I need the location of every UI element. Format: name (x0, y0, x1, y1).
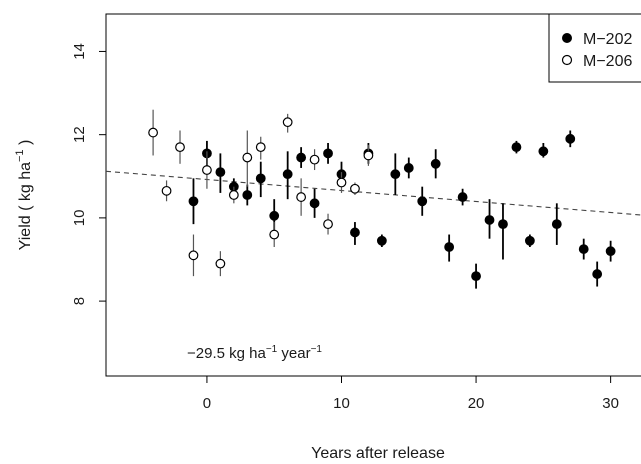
m202-point (605, 246, 616, 257)
slope-annotation-mid: year (277, 345, 310, 362)
m206-point (363, 150, 374, 161)
y-tick-label: 12 (71, 126, 88, 143)
m206-point (161, 185, 172, 196)
m206-point (323, 219, 333, 230)
y-tick-label: 14 (71, 43, 88, 60)
x-tick-label: 10 (333, 395, 350, 412)
legend: M−202 M−206 (548, 13, 641, 83)
m202-point (282, 169, 293, 180)
m202-point (592, 269, 603, 279)
m206-point (175, 142, 185, 153)
x-tick-label: 0 (203, 395, 211, 412)
x-axis-title: Years after release (311, 445, 445, 462)
x-tick-label: 30 (602, 395, 619, 412)
m202-point (296, 152, 307, 163)
m202-point (471, 271, 481, 282)
trend-line (105, 170, 641, 216)
x-tick-label: 20 (468, 395, 485, 412)
slope-annotation-main: −29.5 kg ha (187, 345, 266, 362)
m202-point (323, 148, 333, 159)
slope-annotation-sup2: −1 (311, 344, 323, 355)
y-tick-label: 10 (71, 210, 88, 227)
m206-point (228, 190, 239, 200)
m202-point (403, 163, 414, 173)
legend-marker-m206 (561, 54, 573, 66)
legend-label-m206: M−206 (583, 53, 632, 70)
m202-point (457, 192, 468, 202)
m202-point (255, 173, 266, 184)
m202-point (269, 210, 280, 221)
y-axis: 8 10 12 14 (71, 43, 106, 305)
slope-annotation-sup1: −1 (266, 344, 278, 355)
x-axis: 0 10 20 30 (203, 376, 619, 412)
y-axis-title-end: ) (17, 140, 34, 150)
m202-point (511, 142, 522, 153)
m206-point (148, 127, 158, 138)
m202-point (498, 219, 508, 230)
m206-point (336, 177, 347, 188)
m206-point (202, 165, 212, 175)
m206-point (296, 192, 307, 202)
m202-point (215, 167, 226, 178)
m206-point (282, 117, 293, 128)
m206-point (242, 152, 253, 163)
data-points (148, 109, 616, 289)
m202-point (444, 242, 455, 252)
m202-point (376, 235, 387, 246)
y-axis-title-sup: −1 (14, 149, 26, 162)
legend-label-m202: M−202 (583, 31, 632, 48)
m202-point (538, 146, 549, 157)
m206-point (269, 229, 280, 240)
m202-point (350, 227, 360, 238)
m202-point (484, 215, 495, 225)
m202-point (188, 196, 199, 207)
y-axis-title-main: Yield ( kg ha (17, 162, 34, 250)
m206-point (188, 250, 199, 261)
m202-point (578, 244, 589, 254)
y-tick-label: 8 (71, 297, 88, 305)
legend-box (548, 13, 641, 83)
m202-point (242, 190, 253, 200)
m206-point (255, 142, 266, 153)
m206-point (309, 154, 320, 165)
m202-point (390, 169, 401, 180)
slope-annotation: −29.5 kg ha−1 year−1 (187, 344, 322, 362)
m206-point (350, 183, 360, 194)
m202-point (430, 158, 441, 169)
y-axis-title: Yield ( kg ha−1 ) (14, 140, 34, 251)
m202-point (551, 219, 562, 230)
plot-frame (105, 13, 641, 377)
m206-point (215, 258, 226, 269)
m202-point (417, 196, 428, 207)
m202-point (309, 198, 320, 209)
m202-point (565, 133, 576, 144)
m202-point (524, 235, 535, 246)
legend-marker-m202 (562, 33, 572, 43)
